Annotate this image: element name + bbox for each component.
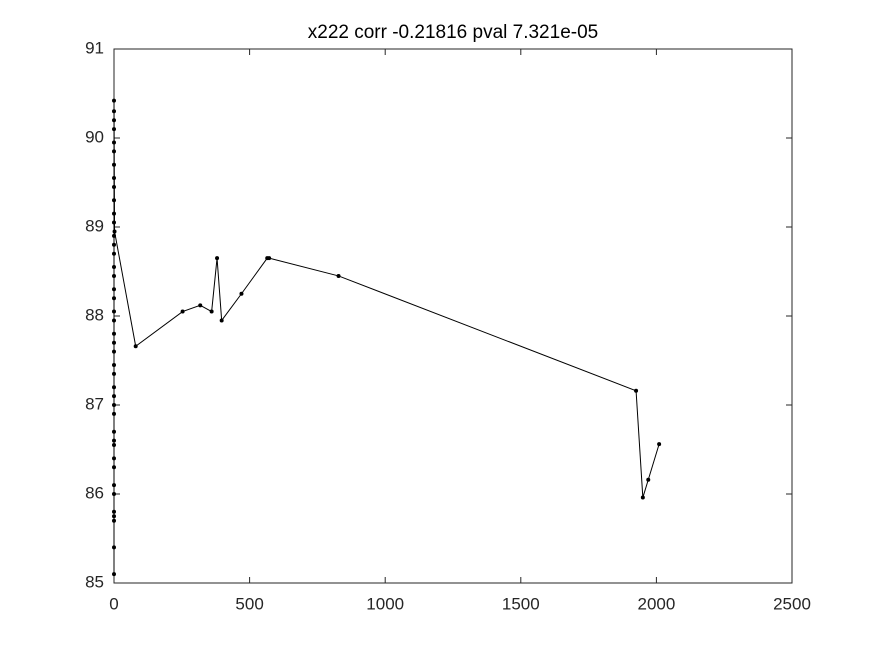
- point: [112, 229, 117, 234]
- x-tick-label: 0: [109, 594, 118, 613]
- point: [198, 303, 203, 308]
- point: [112, 492, 116, 496]
- point: [112, 362, 116, 367]
- point: [267, 256, 272, 261]
- y-tick-label: 85: [85, 572, 104, 591]
- point: [112, 220, 116, 225]
- point: [112, 443, 116, 448]
- y-tick-label: 89: [85, 216, 104, 235]
- point: [112, 371, 116, 376]
- point: [112, 127, 116, 132]
- point: [215, 256, 220, 261]
- point: [112, 465, 116, 470]
- point: [112, 296, 116, 301]
- y-tick-label: 90: [85, 127, 104, 146]
- point: [112, 242, 116, 247]
- x-tick-label: 1000: [366, 594, 404, 613]
- y-tick-label: 86: [85, 483, 104, 502]
- point: [112, 251, 116, 256]
- point: [209, 309, 214, 314]
- point: [112, 572, 116, 577]
- point: [112, 198, 116, 203]
- point: [657, 442, 662, 447]
- point: [112, 545, 116, 550]
- point: [640, 495, 645, 500]
- y-tick-label: 91: [85, 38, 104, 57]
- point: [219, 318, 224, 323]
- point: [112, 394, 116, 399]
- point: [112, 514, 116, 519]
- plot-area: [113, 48, 793, 584]
- point: [112, 385, 116, 390]
- point: [112, 287, 116, 292]
- point: [336, 273, 341, 278]
- point: [112, 309, 116, 314]
- point: [112, 509, 116, 514]
- point: [112, 233, 116, 238]
- point: [634, 388, 639, 393]
- point: [112, 340, 116, 345]
- point: [112, 429, 116, 434]
- point: [112, 349, 116, 354]
- point: [112, 518, 116, 523]
- point: [112, 273, 116, 278]
- chart-title: x222 corr -0.21816 pval 7.321e-05: [308, 22, 598, 43]
- point: [112, 403, 116, 407]
- point: [112, 438, 116, 443]
- point: [646, 477, 651, 482]
- point: [112, 211, 116, 216]
- y-tick-label: 88: [85, 305, 104, 324]
- point: [239, 291, 244, 296]
- x-tick-label: 500: [235, 594, 263, 613]
- point: [180, 309, 185, 314]
- point: [112, 318, 116, 323]
- point: [112, 118, 116, 123]
- point: [112, 149, 116, 154]
- point: [112, 98, 116, 103]
- point: [112, 456, 116, 461]
- point: [112, 140, 116, 145]
- x-tick-label: 2500: [773, 594, 811, 613]
- point: [112, 109, 116, 114]
- point: [112, 176, 116, 181]
- x-tick-label: 1500: [502, 594, 540, 613]
- y-tick-label: 87: [85, 394, 104, 413]
- point: [112, 331, 116, 336]
- point: [112, 184, 116, 189]
- point: [133, 344, 138, 349]
- x-tick-label: 2000: [637, 594, 675, 613]
- point: [112, 162, 116, 167]
- point: [112, 265, 116, 270]
- point: [112, 411, 116, 416]
- point: [112, 483, 116, 488]
